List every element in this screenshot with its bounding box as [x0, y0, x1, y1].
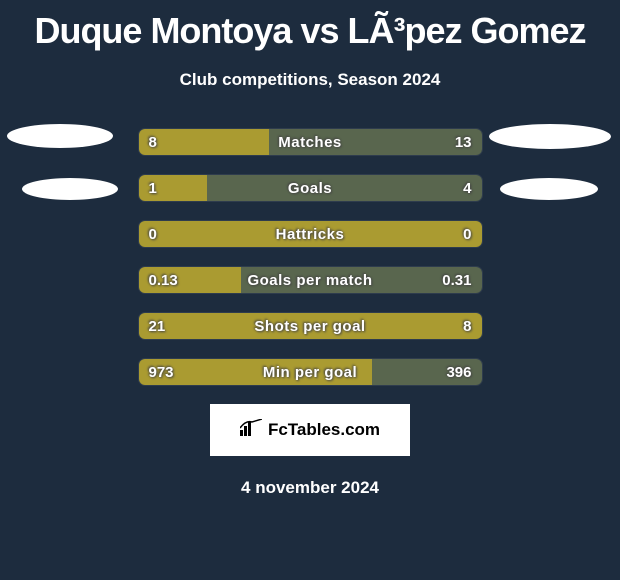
- avatar-placeholder-right-1: [489, 124, 611, 149]
- stat-row: 00Hattricks: [138, 220, 483, 248]
- stat-row: 973396Min per goal: [138, 358, 483, 386]
- page-title: Duque Montoya vs LÃ³pez Gomez: [0, 0, 620, 52]
- subtitle: Club competitions, Season 2024: [0, 70, 620, 90]
- stat-label: Goals: [139, 175, 482, 201]
- stat-row: 218Shots per goal: [138, 312, 483, 340]
- logo-text: FcTables.com: [268, 420, 380, 440]
- stat-label: Min per goal: [139, 359, 482, 385]
- player2-name: LÃ³pez Gomez: [348, 10, 586, 51]
- logo-box: FcTables.com: [210, 404, 410, 456]
- stat-row: 813Matches: [138, 128, 483, 156]
- avatar-placeholder-left-1: [7, 124, 113, 148]
- avatar-placeholder-left-2: [22, 178, 118, 200]
- stat-row: 14Goals: [138, 174, 483, 202]
- date-text: 4 november 2024: [0, 478, 620, 498]
- chart-bar-icon: [240, 419, 262, 442]
- avatar-placeholder-right-2: [500, 178, 598, 200]
- stat-label: Goals per match: [139, 267, 482, 293]
- stat-row: 0.130.31Goals per match: [138, 266, 483, 294]
- vs-text: vs: [300, 10, 338, 51]
- stat-label: Matches: [139, 129, 482, 155]
- player1-name: Duque Montoya: [34, 10, 291, 51]
- stat-label: Hattricks: [139, 221, 482, 247]
- comparison-chart: 813Matches 14Goals 00Hattricks 0.130.31Goal…: [138, 128, 483, 386]
- stat-label: Shots per goal: [139, 313, 482, 339]
